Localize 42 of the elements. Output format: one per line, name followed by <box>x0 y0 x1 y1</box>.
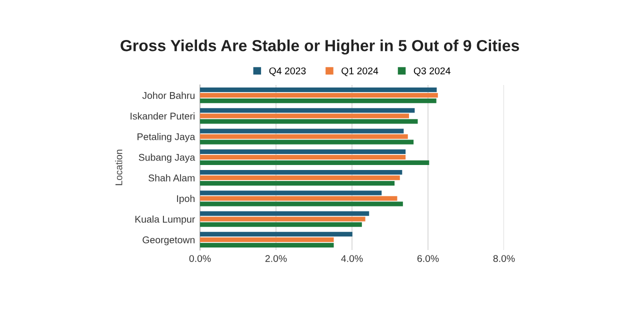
legend-label: Q4 2023 <box>269 67 306 76</box>
bar <box>200 149 406 154</box>
bar <box>200 98 436 104</box>
y-axis-title: Location <box>115 150 122 186</box>
y-tick-label: Ipoh <box>177 194 195 204</box>
bar <box>200 180 395 186</box>
bar <box>200 190 382 196</box>
bar <box>200 170 402 175</box>
bar <box>200 232 352 237</box>
bar <box>200 134 408 139</box>
y-tick-label: Subang Jaya <box>138 154 196 163</box>
y-tick-label: Georgetown <box>142 236 195 246</box>
bar <box>200 108 415 113</box>
legend-label: Q1 2024 <box>342 67 378 76</box>
bar <box>200 196 398 201</box>
bar <box>200 119 418 124</box>
bar <box>200 92 438 98</box>
bar <box>200 222 362 227</box>
y-tick-label: Johor Bahru <box>142 92 194 99</box>
legend-label: Q3 2024 <box>414 67 450 76</box>
bar <box>200 211 370 216</box>
bar <box>200 154 406 160</box>
y-tick-label: Iskander Puteri <box>130 112 194 120</box>
x-tick-label: 6.0% <box>417 255 439 262</box>
bar <box>200 114 409 118</box>
x-tick-label: 4.0% <box>341 255 363 262</box>
bar <box>200 140 414 144</box>
x-tick-label: 8.0% <box>493 255 515 262</box>
bar <box>200 237 334 242</box>
bar <box>200 202 403 206</box>
y-tick-label: Shah Alam <box>148 174 194 182</box>
bar <box>200 128 404 134</box>
bar <box>200 216 366 222</box>
y-tick-label: Kuala Lumpur <box>135 216 195 225</box>
x-tick-label: 0.0% <box>189 255 211 262</box>
y-tick-label: Petaling Jaya <box>138 133 196 142</box>
bar <box>200 87 437 92</box>
bar <box>200 160 430 166</box>
chart-title: Gross Yields Are Stable or Higher in 5 Out of 9 Cities <box>120 40 520 54</box>
bar <box>200 242 334 248</box>
x-tick-label: 2.0% <box>265 255 287 262</box>
bar <box>200 175 400 180</box>
